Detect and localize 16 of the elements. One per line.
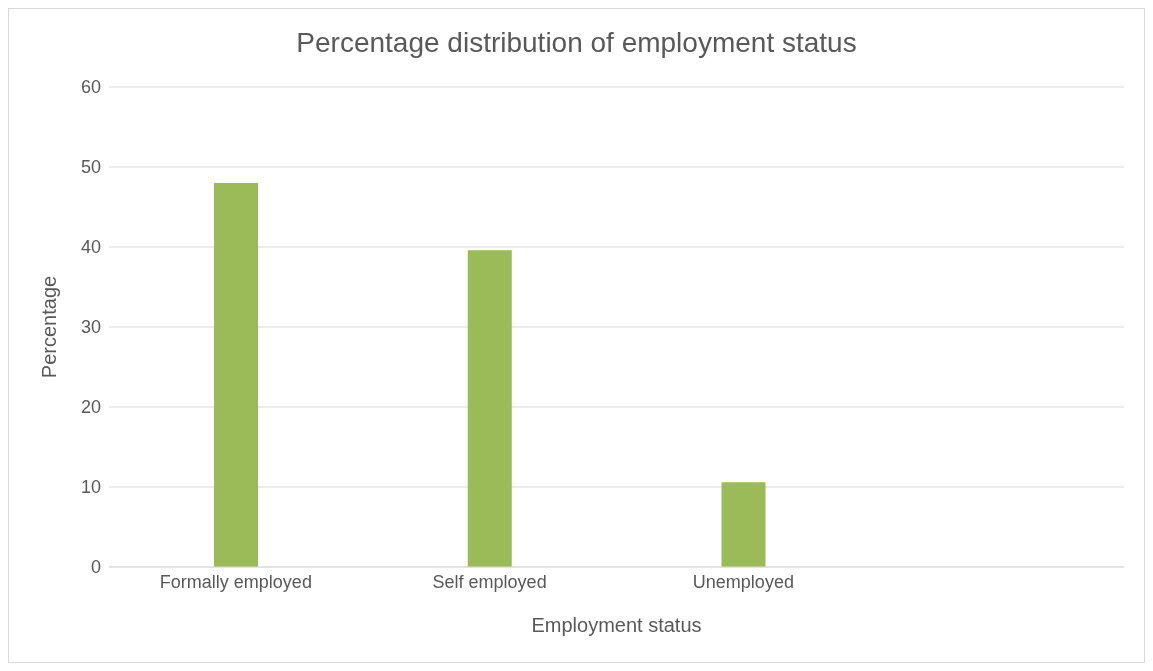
bar <box>721 482 766 567</box>
x-tick-label: Formally employed <box>159 571 312 592</box>
y-tick-label: 50 <box>80 157 101 178</box>
x-tick-label: Self employed <box>432 571 547 592</box>
bar <box>214 183 258 567</box>
y-tick-label: 20 <box>80 397 101 418</box>
y-tick-label: 60 <box>80 77 101 98</box>
x-tick-label: Unemployed <box>692 571 794 592</box>
bar <box>467 250 512 567</box>
y-tick-label: 40 <box>80 237 101 258</box>
x-axis-title: Employment status <box>531 614 702 636</box>
y-tick-label: 30 <box>80 317 101 338</box>
chart-title: Percentage distribution of employment status <box>295 26 858 60</box>
y-tick-label: 0 <box>90 557 101 578</box>
y-tick-label: 10 <box>80 477 101 498</box>
y-axis-title: Percentage <box>38 275 61 379</box>
